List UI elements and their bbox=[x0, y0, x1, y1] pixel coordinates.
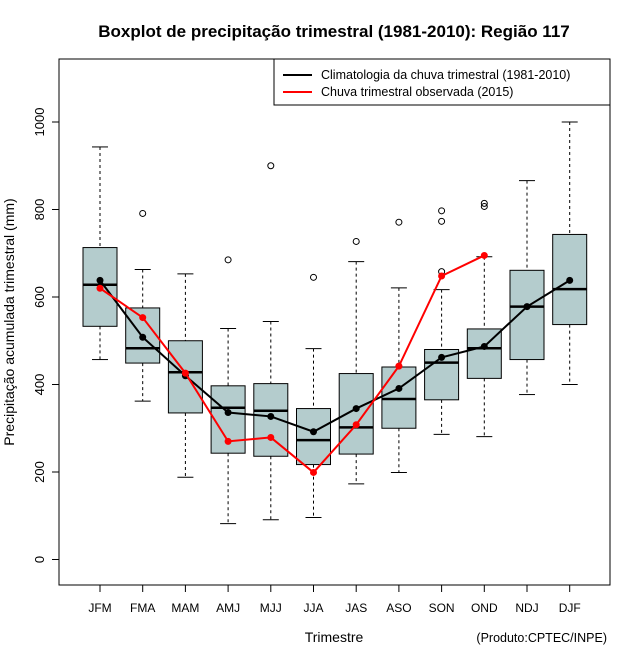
series-point-climatology bbox=[523, 303, 531, 311]
x-tick-label-jfm: JFM bbox=[88, 601, 111, 615]
series-point-climatology bbox=[480, 342, 488, 350]
x-tick-label-fma: FMA bbox=[130, 601, 155, 615]
y-tick-label: 400 bbox=[32, 374, 47, 396]
outlier-son bbox=[438, 207, 446, 215]
outlier-ond bbox=[480, 199, 488, 207]
series-lines bbox=[96, 251, 574, 476]
legend: Climatologia da chuva trimestral (1981-2… bbox=[273, 58, 611, 106]
series-point-climatology bbox=[224, 409, 232, 416]
series-point-climatology bbox=[96, 276, 104, 284]
y-tick-label: 600 bbox=[32, 286, 47, 308]
legend-label-climatology: Climatologia da chuva trimestral (1981-2… bbox=[321, 68, 570, 82]
outlier-ond bbox=[480, 202, 488, 210]
y-tick-label: 200 bbox=[32, 461, 47, 483]
x-tick-label-amj: AMJ bbox=[216, 601, 240, 615]
series-point-observed bbox=[96, 284, 104, 292]
series-point-observed bbox=[480, 251, 488, 259]
series-point-climatology bbox=[267, 412, 275, 420]
x-tick-label-jas: JAS bbox=[345, 601, 367, 615]
box-aso bbox=[381, 366, 417, 429]
outlier-fma bbox=[139, 209, 147, 217]
legend-label-observed: Chuva trimestral observada (2015) bbox=[321, 85, 513, 99]
box-jas bbox=[338, 373, 374, 455]
y-tick-label: 0 bbox=[32, 556, 47, 563]
outlier-son bbox=[438, 217, 446, 225]
series-point-climatology bbox=[566, 276, 574, 284]
series-point-climatology bbox=[139, 333, 147, 341]
series-line-climatology bbox=[99, 279, 571, 433]
series-point-observed bbox=[181, 369, 189, 377]
x-axis-label: Trimestre bbox=[305, 629, 364, 645]
x-axis: JFM FMA MAM AMJ MJJ JJA JAS ASO SON OND NDJ DJF bbox=[88, 585, 581, 615]
x-tick-label-djf: DJF bbox=[559, 601, 581, 615]
chart-title: Boxplot de precipitação trimestral (1981… bbox=[98, 22, 569, 41]
credit-text: (Produto:CPTEC/INPE) bbox=[476, 631, 607, 645]
outlier-jja bbox=[310, 273, 317, 281]
outlier-mjj bbox=[267, 162, 275, 170]
series-point-observed bbox=[352, 421, 360, 429]
x-tick-label-ond: OND bbox=[471, 601, 498, 615]
y-axis: 0 200 400 600 800 1000 bbox=[32, 108, 59, 563]
y-tick-label: 1000 bbox=[32, 108, 47, 137]
outlier-amj bbox=[224, 256, 232, 264]
x-tick-label-mam: MAM bbox=[171, 601, 199, 615]
series-point-climatology bbox=[310, 428, 317, 436]
x-tick-label-mjj: MJJ bbox=[260, 601, 282, 615]
series-point-climatology bbox=[438, 353, 446, 361]
x-tick-label-son: SON bbox=[429, 601, 455, 615]
series-point-observed bbox=[395, 362, 403, 370]
x-tick-label-aso: ASO bbox=[386, 601, 411, 615]
box-ndj bbox=[509, 269, 545, 361]
series-point-observed bbox=[224, 437, 232, 445]
y-tick-label: 800 bbox=[32, 199, 47, 221]
x-tick-label-ndj: NDJ bbox=[515, 601, 538, 615]
series-point-climatology bbox=[352, 405, 360, 413]
series-point-climatology bbox=[395, 384, 403, 392]
series-line-observed bbox=[99, 254, 485, 474]
outlier-jas bbox=[352, 237, 360, 245]
series-point-observed bbox=[438, 272, 446, 280]
box-jja bbox=[296, 408, 331, 466]
series-point-observed bbox=[267, 433, 275, 441]
legend-box bbox=[273, 58, 611, 106]
series-point-observed bbox=[310, 468, 317, 476]
outlier-aso bbox=[395, 218, 403, 226]
series-point-observed bbox=[139, 314, 147, 322]
y-axis-label: Precipitação acumulada trimestral (mm) bbox=[1, 198, 17, 445]
x-tick-label-jja: JJA bbox=[303, 601, 323, 615]
